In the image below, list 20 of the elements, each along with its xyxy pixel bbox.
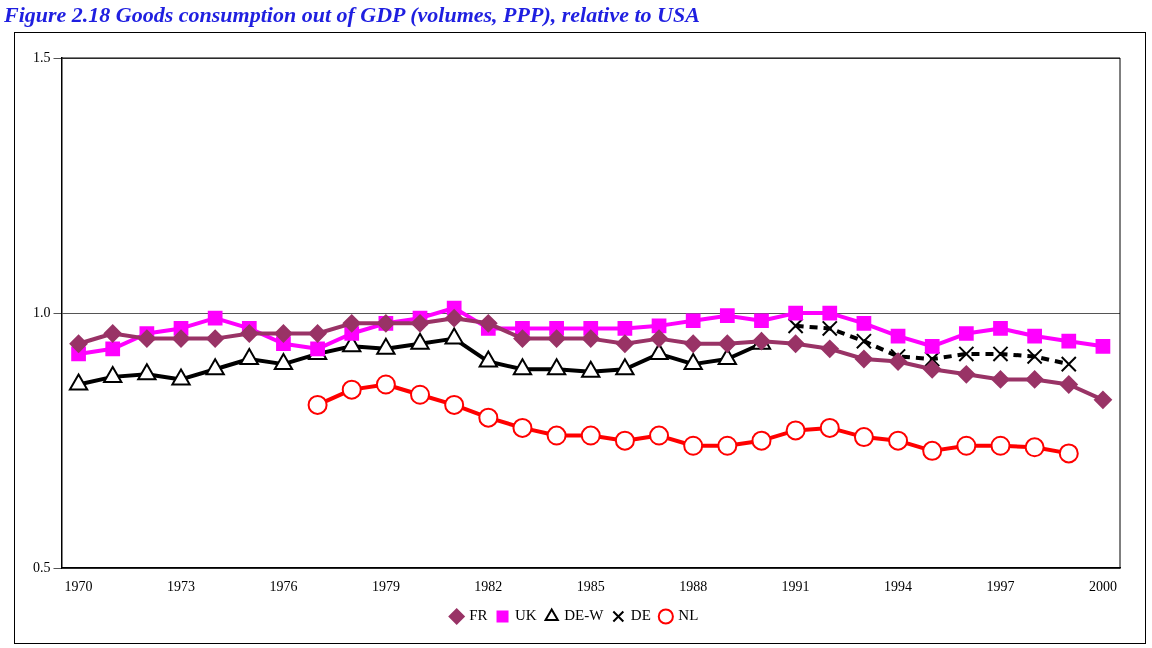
x-tick-label: 1988 bbox=[679, 579, 708, 595]
x-tick-label: 1997 bbox=[986, 579, 1015, 595]
y-tick-label: 0.5 bbox=[33, 559, 51, 575]
y-tick-label: 1.0 bbox=[33, 304, 51, 320]
chart-title: Figure 2.18 Goods consumption out of GDP (volumes, PPP), relative to USA bbox=[4, 2, 700, 28]
legend-label: UK bbox=[515, 607, 537, 624]
x-tick-label: 1973 bbox=[167, 579, 196, 595]
legend-label: NL bbox=[678, 607, 699, 624]
legend-label: DE bbox=[630, 607, 651, 624]
legend-label: FR bbox=[469, 607, 488, 624]
x-tick-label: 1991 bbox=[781, 579, 810, 595]
x-tick-label: 1970 bbox=[64, 579, 93, 595]
y-tick-label: 1.5 bbox=[33, 49, 51, 65]
x-tick-label: 1982 bbox=[474, 579, 503, 595]
x-tick-label: 1985 bbox=[576, 579, 605, 595]
x-tick-label: 2000 bbox=[1088, 579, 1117, 595]
x-tick-label: 1976 bbox=[269, 579, 298, 595]
x-tick-label: 1979 bbox=[371, 579, 400, 595]
x-tick-label: 1994 bbox=[884, 579, 913, 595]
legend-label: DE-W bbox=[564, 607, 605, 624]
